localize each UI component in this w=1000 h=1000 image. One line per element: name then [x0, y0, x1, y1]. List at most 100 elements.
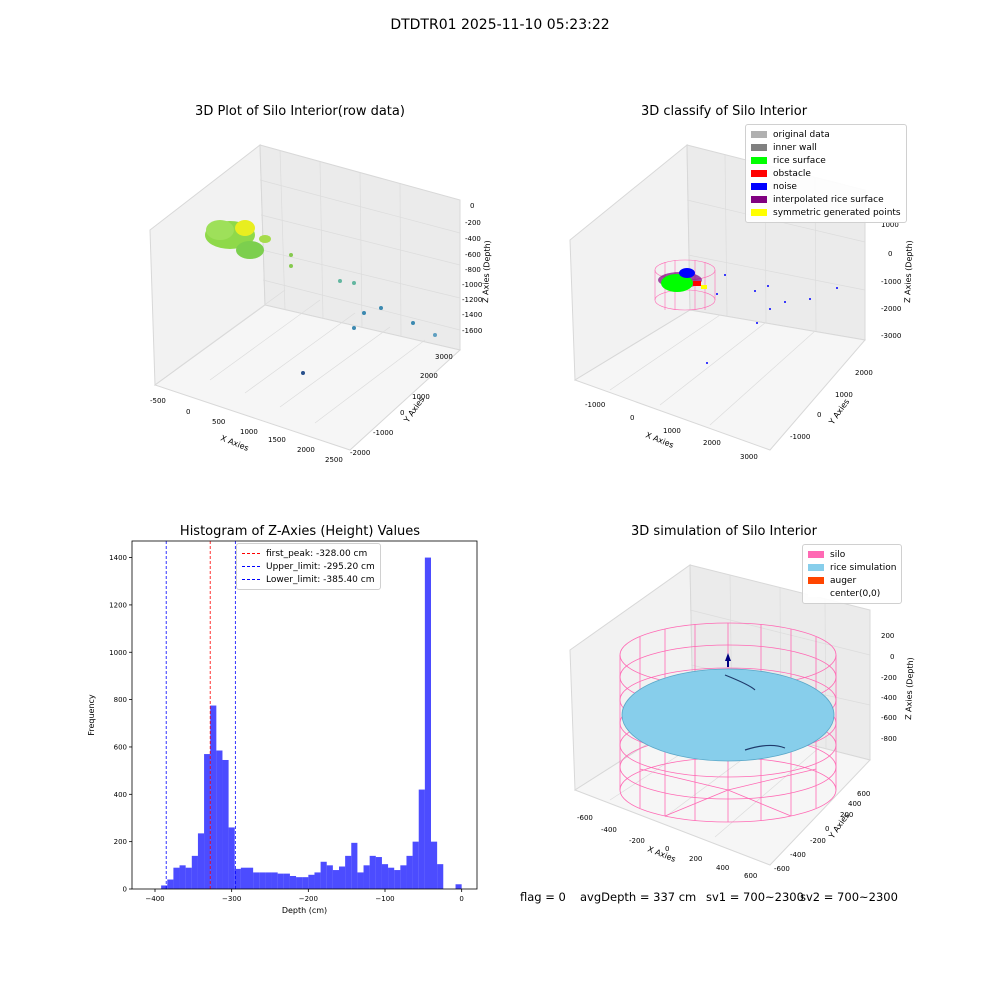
histogram-bar	[375, 857, 382, 889]
histogram-bar	[381, 864, 389, 889]
legend-item: auger	[808, 574, 896, 587]
p4-ytick: -400	[790, 851, 806, 859]
p2-xtick: 3000	[740, 453, 758, 461]
histogram-bar	[179, 865, 186, 889]
status-sv2: sv2 = 700~2300	[800, 890, 898, 904]
histogram-bar	[406, 855, 413, 889]
p4-xtick: 0	[665, 845, 669, 853]
status-sv1: sv1 = 700~2300	[706, 890, 804, 904]
legend-swatch	[751, 196, 767, 203]
rice-surface-points	[661, 274, 693, 292]
p2-ytick: 1000	[835, 391, 853, 399]
legend-item: interpolated rice surface	[751, 193, 901, 206]
p1-xtick: -500	[150, 397, 166, 405]
p4-xtick: -400	[601, 826, 617, 834]
histogram-ytick-label: 0	[123, 886, 127, 894]
p4-ytick: -200	[810, 837, 826, 845]
surface-trough	[744, 744, 786, 751]
legend-swatch	[751, 131, 767, 138]
p1-ztick: -1600	[462, 327, 482, 335]
p4-xtick: -200	[629, 837, 645, 845]
histogram-bar	[388, 867, 395, 889]
legend-line	[242, 553, 260, 554]
histogram-bar	[167, 879, 174, 889]
histogram-bar	[253, 872, 260, 889]
histogram-bar	[455, 884, 462, 889]
histogram-bar	[351, 842, 358, 889]
histogram-bar	[234, 868, 241, 889]
legend-label: obstacle	[773, 168, 811, 179]
histogram-bar	[418, 789, 425, 889]
p2-legend: original data inner wall rice surface ob…	[745, 124, 907, 223]
p2-ztick: -1000	[881, 278, 901, 286]
histogram-ytick-label: 800	[114, 696, 127, 704]
legend-item: center(0,0)	[808, 587, 896, 600]
legend-label: original data	[773, 129, 830, 140]
histogram-ytick-label: 1400	[109, 554, 127, 562]
p4-ztick: 0	[890, 653, 894, 661]
p2-ztick: -3000	[881, 332, 901, 340]
histogram-ytick-label: 200	[114, 838, 127, 846]
histogram-bar	[357, 872, 364, 889]
p4-ytick: 0	[825, 825, 829, 833]
p1-xtick: 2000	[297, 446, 315, 454]
histogram-bar	[240, 867, 247, 889]
p2-ytick: 2000	[855, 369, 873, 377]
p1-xtick: 2500	[325, 456, 343, 464]
p4-xtick: 200	[689, 855, 702, 863]
panel4-3d-plot: -600 -400 -200 0 200 400 600 -600 -400 -…	[569, 564, 915, 880]
histogram-bar	[369, 855, 376, 889]
symmetric-points	[701, 285, 707, 289]
figure-title: DTDTR01 2025-11-10 05:23:22	[390, 17, 610, 33]
p1-ytick: 0	[400, 409, 404, 417]
p1-ztick: 0	[470, 202, 474, 210]
p2-ztick: -2000	[881, 305, 901, 313]
p2-zlabel: Z Axies (Depth)	[903, 240, 914, 303]
histogram-bar	[222, 759, 229, 889]
status-avg-depth: avgDepth = 337 cm	[580, 890, 697, 904]
histogram-bar	[191, 855, 198, 889]
p4-legend: silo rice simulation auger center(0,0)	[802, 544, 903, 604]
p1-ytick: -2000	[350, 449, 370, 457]
p1-xtick: 0	[186, 408, 190, 416]
histogram-bar	[308, 874, 315, 889]
p2-ytick: 0	[817, 411, 821, 419]
p4-ytick: -600	[774, 865, 790, 873]
legend-swatch	[751, 209, 767, 216]
p1-ytick: 3000	[435, 353, 453, 361]
status-flag: flag = 0	[520, 890, 566, 904]
histogram-bar	[339, 866, 346, 889]
histogram-ytick-label: 1000	[109, 649, 127, 657]
legend-label: auger	[830, 575, 857, 586]
p4-ytick: 200	[840, 811, 853, 819]
histogram-ytick-label: 1200	[109, 601, 127, 609]
legend-label: symmetric generated points	[773, 207, 901, 218]
legend-swatch	[808, 577, 824, 584]
histogram-title: Histogram of Z-Axies (Height) Values	[179, 524, 421, 539]
p1-ztick: -1400	[462, 311, 482, 319]
legend-label: interpolated rice surface	[773, 194, 884, 205]
histogram-xtick-label: 0	[459, 895, 463, 903]
legend-item: rice surface	[751, 154, 901, 167]
histogram-bar	[345, 855, 352, 889]
legend-item: inner wall	[751, 141, 901, 154]
p2-xtick: 2000	[703, 439, 721, 447]
noise-outliers	[706, 274, 838, 364]
legend-swatch	[751, 157, 767, 164]
p2-ztick: 0	[888, 250, 892, 258]
p1-ztick: -600	[465, 251, 481, 259]
p1-ytick: -1000	[373, 429, 393, 437]
histogram-bar	[265, 872, 272, 889]
p1-ztick: -200	[465, 219, 481, 227]
p1-xlabel: X Axies	[219, 434, 250, 453]
histogram-bar	[173, 867, 180, 889]
histogram-bar	[394, 870, 401, 889]
legend-line	[242, 566, 260, 567]
legend-label: noise	[773, 181, 797, 192]
p1-ztick: -800	[465, 266, 481, 274]
histogram-xlabel: Depth (cm)	[282, 906, 327, 915]
p4-ytick: 400	[848, 800, 861, 808]
legend-item: Lower_limit: -385.40 cm	[242, 573, 375, 586]
p2-ztick: 1000	[881, 221, 899, 229]
histogram-ytick-label: 400	[114, 791, 127, 799]
